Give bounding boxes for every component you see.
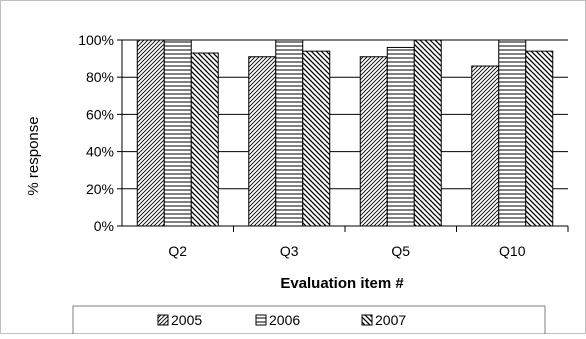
bars-group (136, 39, 554, 227)
y-tick-labels: 0% 20% 40% 60% 80% 100% (78, 32, 114, 234)
legend-swatch-2006 (255, 314, 267, 326)
x-axis-label: Evaluation item # (280, 275, 404, 292)
y-tick-label: 20% (86, 181, 114, 197)
axes-group (121, 40, 569, 232)
bar-2006-Q2 (163, 39, 192, 227)
bar-2007-Q2 (190, 52, 219, 227)
y-tick-label: 40% (86, 144, 114, 160)
x-tick-label: Q3 (280, 243, 299, 259)
x-tick-label: Q5 (391, 243, 410, 259)
bar-2007-Q10 (525, 50, 554, 227)
legend-label-2007: 2007 (375, 312, 406, 328)
y-axis-label: % response (25, 116, 42, 195)
y-tick-label: 80% (86, 69, 114, 85)
bar-2005-Q2 (136, 39, 165, 227)
bar-2007-Q3 (302, 50, 331, 227)
x-tick-label: Q10 (499, 243, 526, 259)
bar-2005-Q5 (359, 56, 388, 227)
bar-2006-Q5 (386, 46, 415, 227)
bar-2006-Q3 (275, 39, 304, 227)
bar-2006-Q10 (498, 39, 527, 227)
legend-label-2005: 2005 (171, 312, 202, 328)
y-tick-label: 100% (78, 32, 114, 48)
x-tick-label: Q2 (168, 243, 187, 259)
bar-2005-Q10 (471, 65, 500, 227)
y-tick-label: 60% (86, 106, 114, 122)
bar-2005-Q3 (248, 56, 277, 227)
y-tick-label: 0% (94, 218, 114, 234)
legend-box (72, 305, 546, 339)
bar-2007-Q5 (413, 39, 442, 227)
legend-swatch-2005 (157, 314, 169, 326)
legend-label-2006: 2006 (269, 312, 300, 328)
x-tick-labels: Q2 Q3 Q5 Q10 (168, 243, 525, 259)
legend: 2005 2006 2007 (72, 305, 546, 339)
legend-swatch-2007 (361, 314, 373, 326)
